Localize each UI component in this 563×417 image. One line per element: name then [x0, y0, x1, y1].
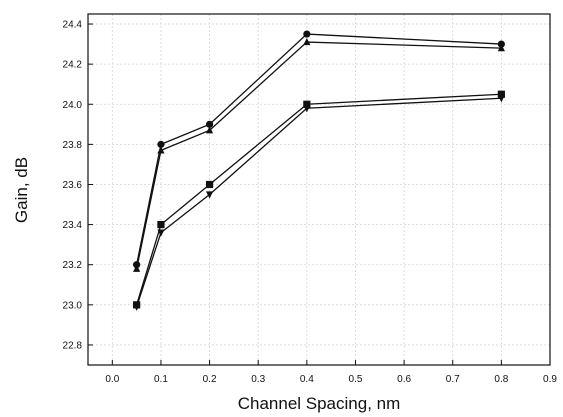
series-1	[133, 30, 505, 269]
data-point	[205, 126, 214, 134]
data-point	[303, 100, 311, 108]
x-tick-label: 0.3	[251, 374, 265, 385]
data-point	[303, 105, 311, 113]
y-tick-label: 23.0	[63, 300, 83, 311]
data-point	[205, 191, 214, 199]
data-point	[157, 146, 165, 154]
y-tick-label: 24.4	[63, 20, 83, 31]
data-point	[303, 30, 311, 38]
x-tick-label: 0.2	[203, 374, 217, 385]
data-point	[205, 180, 214, 189]
y-tick-label: 24.2	[63, 60, 83, 71]
data-point	[157, 140, 165, 148]
y-tick-label: 24.0	[63, 100, 83, 111]
series-line	[136, 93, 502, 306]
data-point	[303, 37, 311, 46]
y-tick-label: 22.8	[63, 340, 83, 351]
grid	[88, 14, 551, 365]
y-tick-label: 23.6	[63, 180, 83, 191]
series-line	[135, 41, 502, 269]
plot-frame	[87, 13, 551, 366]
data-point	[157, 229, 165, 237]
x-tick-label: 0.9	[543, 374, 557, 385]
data-point	[157, 221, 165, 229]
data-point	[205, 120, 214, 128]
data-point	[133, 303, 141, 311]
series-line	[135, 33, 502, 265]
data-point	[497, 90, 505, 98]
x-tick-label: 0.4	[300, 374, 314, 385]
series-layer	[133, 30, 505, 311]
y-axis-label: Gain, dB	[12, 157, 31, 223]
y-tick-label: 23.2	[63, 260, 83, 271]
x-tick-label: 0.8	[494, 374, 508, 385]
x-tick-label: 0.6	[397, 374, 411, 385]
x-tick-label: 0.0	[105, 374, 119, 385]
axis-ticks: 0.0 0.1 0.2 0.3 0.4 0.5 0.6 0.7 0.8 0.9 22.8 23.0 23…	[63, 20, 558, 385]
data-point	[497, 95, 505, 103]
x-axis-label: Channel Spacing, nm	[238, 394, 401, 413]
series-3	[133, 90, 505, 309]
data-point	[133, 264, 141, 272]
x-tick-label: 0.1	[154, 374, 168, 385]
x-tick-label: 0.5	[349, 374, 363, 385]
series-4	[133, 95, 505, 311]
series-2	[133, 37, 505, 272]
y-tick-label: 23.8	[63, 140, 83, 151]
series-line	[136, 97, 502, 308]
x-tick-label: 0.7	[446, 374, 460, 385]
data-point	[497, 43, 505, 52]
y-tick-label: 23.4	[63, 220, 83, 231]
